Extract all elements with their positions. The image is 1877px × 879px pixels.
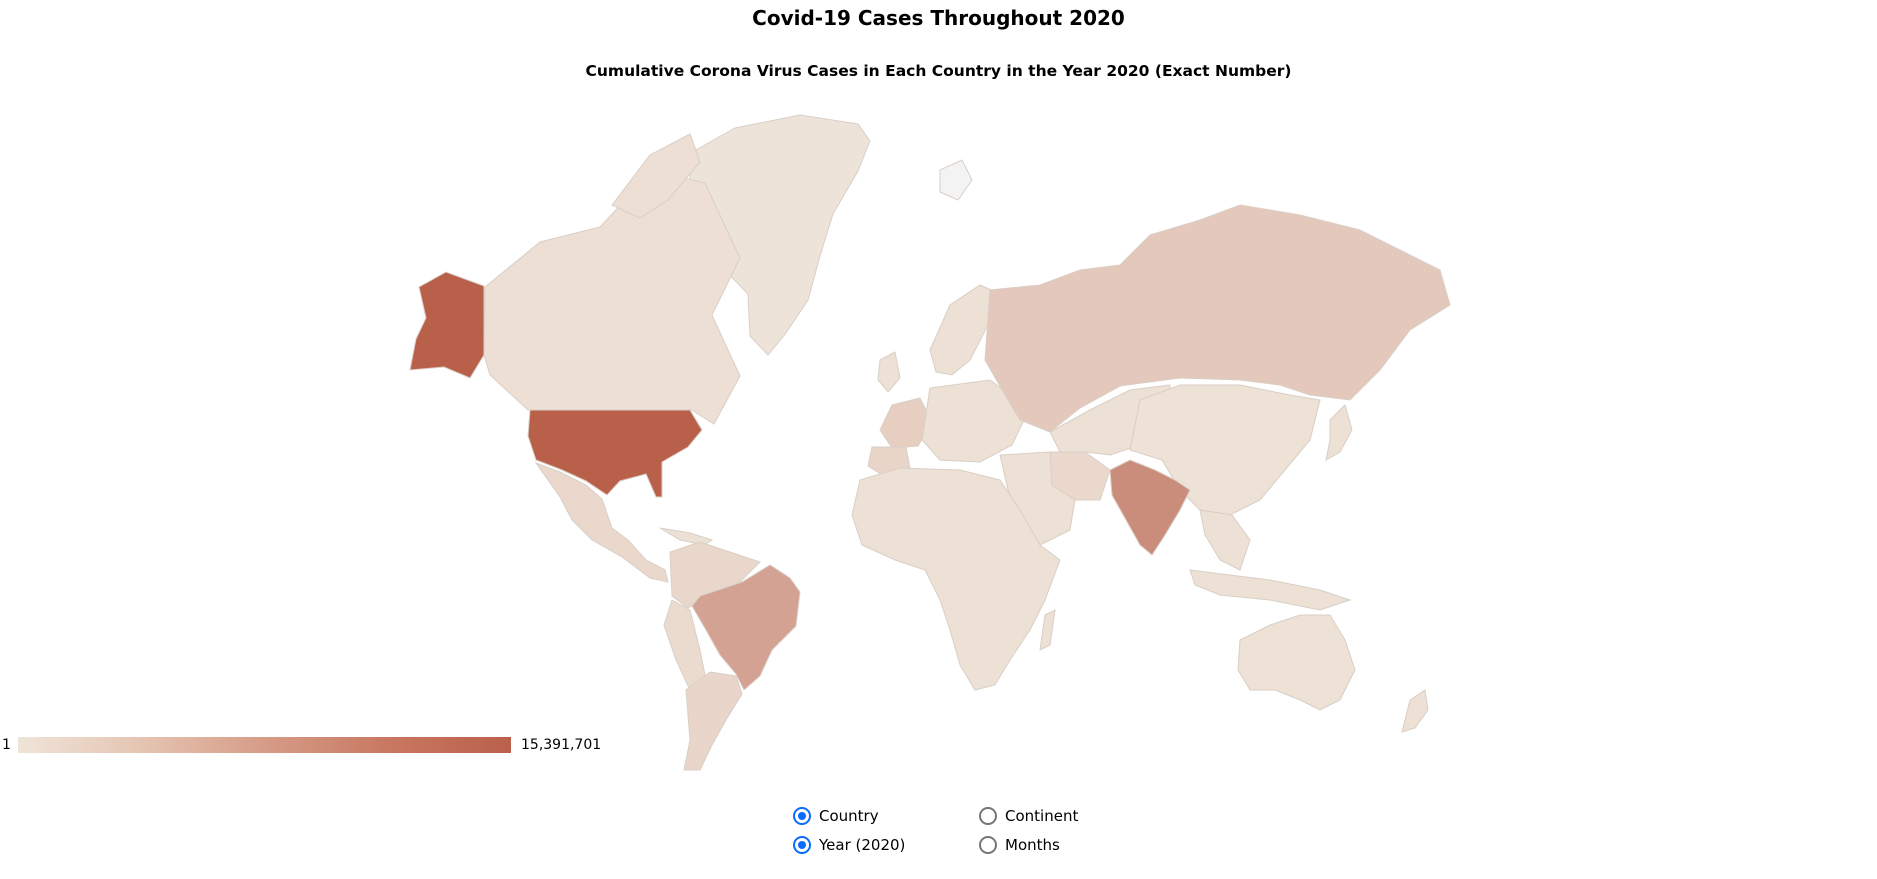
region-new-zealand[interactable] <box>1401 689 1429 733</box>
option-year[interactable]: Year (2020) <box>793 836 905 854</box>
region-southeast-asia[interactable] <box>1199 509 1251 571</box>
legend-min-label: 1 <box>2 737 11 753</box>
region-argentina[interactable] <box>683 671 743 771</box>
region-africa[interactable] <box>851 467 1061 691</box>
region-canada[interactable] <box>483 169 741 426</box>
option-continent-label: Continent <box>1005 807 1079 825</box>
map-subtitle: Cumulative Corona Virus Cases in Each Co… <box>585 62 1292 80</box>
option-country[interactable]: Country <box>793 807 879 825</box>
region-brazil[interactable] <box>691 564 801 691</box>
legend-max-label: 15,391,701 <box>521 737 602 753</box>
option-year-label: Year (2020) <box>819 836 906 854</box>
region-madagascar[interactable] <box>1039 609 1056 651</box>
country-radio[interactable] <box>793 807 811 825</box>
option-months[interactable]: Months <box>979 836 1060 854</box>
region-indonesia[interactable] <box>1189 569 1352 611</box>
option-continent[interactable]: Continent <box>979 807 1078 825</box>
legend-color-scale <box>18 737 511 753</box>
months-radio[interactable] <box>979 836 997 854</box>
region-japan[interactable] <box>1325 404 1353 461</box>
region-mexico[interactable] <box>534 461 669 583</box>
region-india[interactable] <box>1109 459 1191 556</box>
region-europe[interactable] <box>921 379 1025 463</box>
region-united-states[interactable] <box>527 409 703 498</box>
region-australia[interactable] <box>1237 614 1356 711</box>
region-uk[interactable] <box>877 351 901 393</box>
region-canadian-arctic[interactable] <box>611 133 701 219</box>
continent-radio[interactable] <box>979 807 997 825</box>
option-months-label: Months <box>1005 836 1060 854</box>
region-northern-south-america[interactable] <box>669 541 761 609</box>
region-svalbard[interactable] <box>939 159 973 201</box>
region-france[interactable] <box>879 397 933 449</box>
region-alaska[interactable] <box>409 271 485 379</box>
region-caribbean[interactable] <box>659 527 714 546</box>
region-russia[interactable] <box>984 204 1451 433</box>
option-country-label: Country <box>819 807 879 825</box>
page-title: Covid-19 Cases Throughout 2020 <box>752 6 1125 30</box>
year-radio[interactable] <box>793 836 811 854</box>
